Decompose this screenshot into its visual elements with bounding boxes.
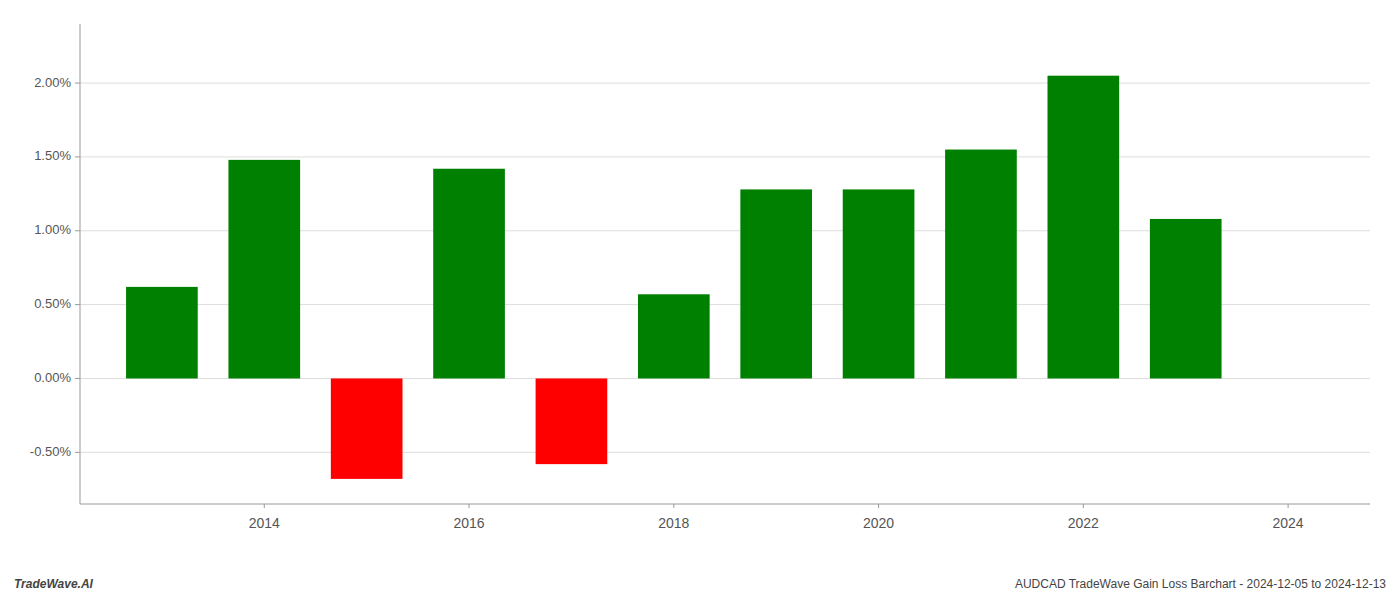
x-tick-label: 2018 [658,515,689,531]
chart: -0.50%0.00%0.50%1.00%1.50%2.00%201420162… [0,0,1400,600]
y-tick-label: 1.00% [34,222,71,237]
bar [126,287,198,379]
y-tick [75,83,80,84]
grid [80,83,1370,452]
bar [740,189,812,378]
bar [1048,76,1120,379]
bar [638,294,710,378]
y-tick-label: 2.00% [34,75,71,90]
y-tick-label: 0.00% [34,370,71,385]
y-tick-label: -0.50% [30,444,72,459]
x-tick-label: 2020 [863,515,894,531]
y-tick-label: 0.50% [34,296,71,311]
bars [126,76,1221,479]
bar [331,378,403,478]
y-tick-label: 1.50% [34,148,71,163]
y-tick [75,156,80,157]
y-tick [75,230,80,231]
x-tick [264,504,265,508]
bar [433,169,505,379]
footer-right: AUDCAD TradeWave Gain Loss Barchart - 20… [1015,577,1386,591]
x-tick [469,504,470,508]
x-tick [878,504,879,508]
x-tick-label: 2014 [249,515,280,531]
y-tick [75,452,80,453]
grid-line [80,452,1370,453]
bar [843,189,915,378]
bar [228,160,300,379]
chart-container: -0.50%0.00%0.50%1.00%1.50%2.00%201420162… [0,0,1400,600]
x-tick-label: 2024 [1273,515,1304,531]
y-axis-line [80,24,81,504]
x-axis: 2014 2016 2018 2020 2022 2024 [80,504,1370,531]
bar [945,150,1017,379]
x-tick [673,504,674,508]
y-axis: -0.50% 0.00% 0.50% 1.00% 1.50% 2.00% [30,24,80,504]
y-tick [75,304,80,305]
x-tick [1288,504,1289,508]
x-tick-label: 2022 [1068,515,1099,531]
grid-line [80,156,1370,157]
bar [1150,219,1222,379]
grid-line [80,83,1370,84]
y-tick [75,378,80,379]
x-tick-label: 2016 [453,515,484,531]
x-axis-line [80,504,1370,505]
x-tick [1083,504,1084,508]
bar [536,378,608,464]
footer-left: TradeWave.AI [14,577,94,591]
